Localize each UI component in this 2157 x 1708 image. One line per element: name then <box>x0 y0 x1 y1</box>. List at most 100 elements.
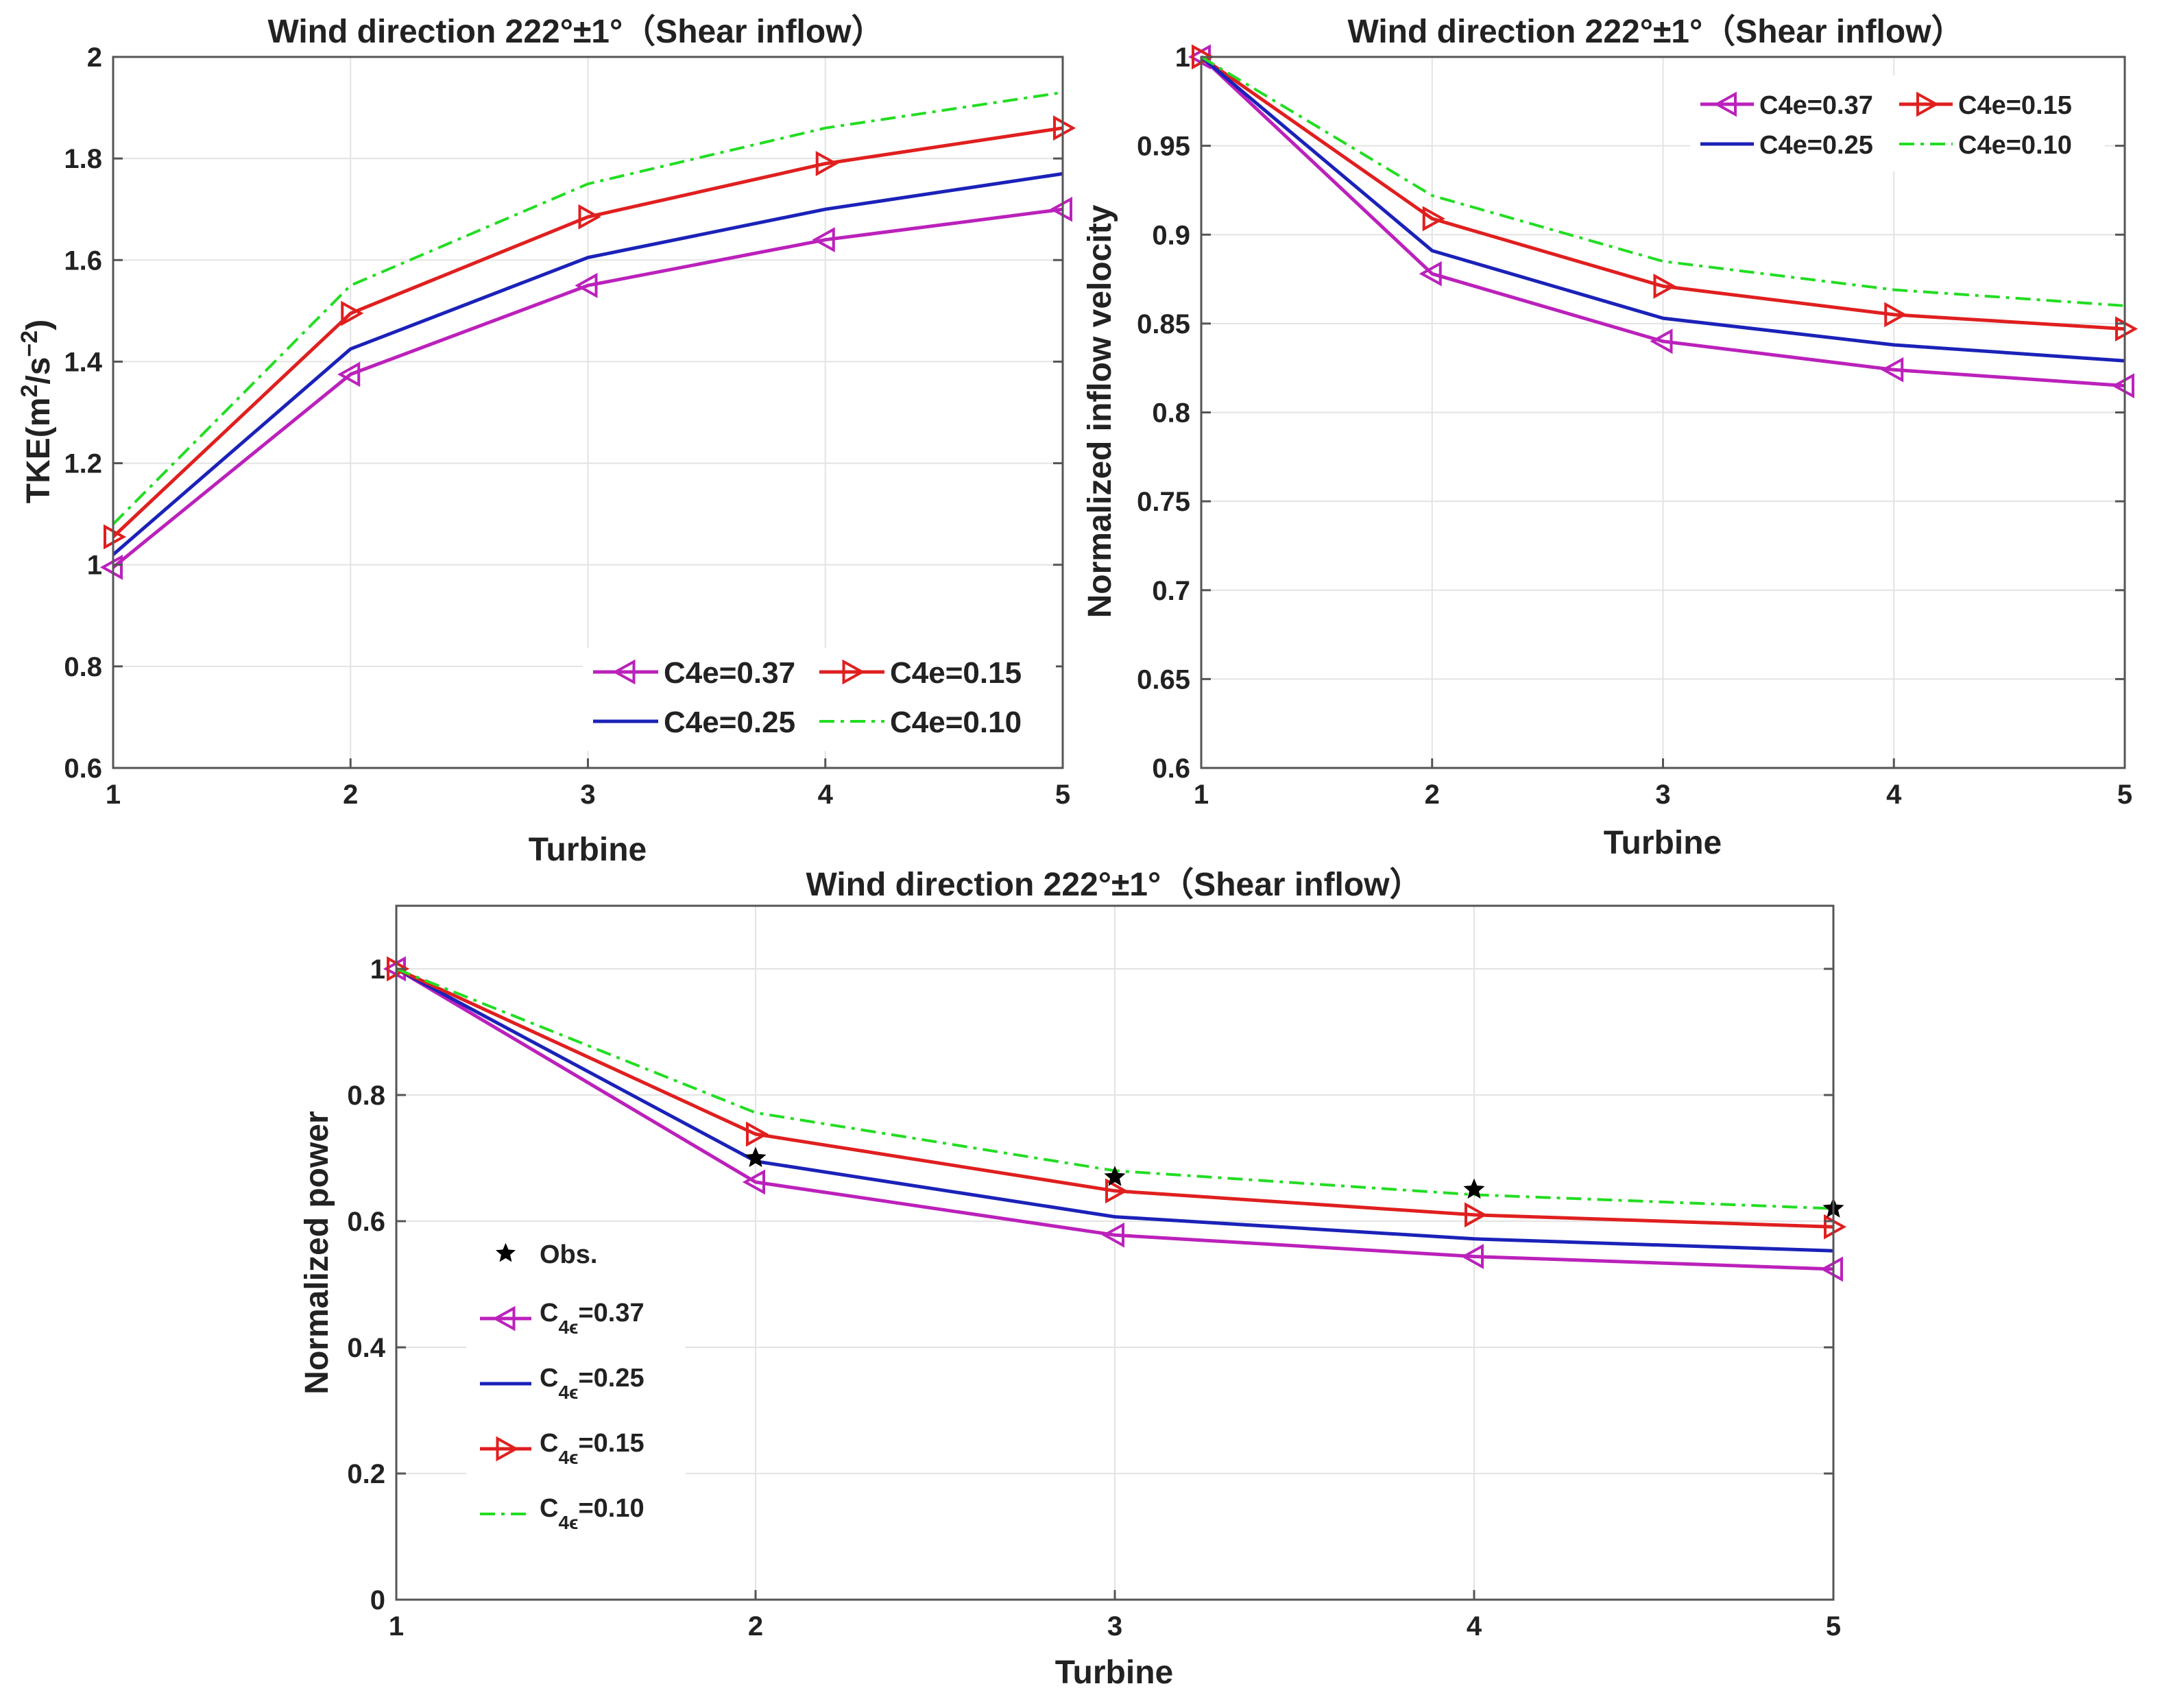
tke-legend-label-0: C4e=0.37 <box>664 656 795 690</box>
velocity-legend-box <box>1690 75 2105 171</box>
tke-y-tick-label: 2 <box>87 43 102 73</box>
tke-y-axis-label: TKE(m2/s−2) <box>16 320 57 503</box>
power-series-group <box>383 956 1847 1282</box>
tke-legend: C4e=0.37 C4e=0.15 C4e=0.25 C4e=0.10 <box>583 648 1056 751</box>
power-x-tick-label: 3 <box>1107 1611 1122 1641</box>
velocity-legend-swatch-1-marker <box>1916 91 1940 117</box>
velocity-y-tick-label: 0.8 <box>1152 398 1190 429</box>
tke-y-tick-label: 0.6 <box>64 754 102 784</box>
velocity-y-axis-label: Normalized inflow velocity <box>1082 204 1118 618</box>
tke-x-tick-label: 4 <box>818 780 834 810</box>
velocity-legend-swatch-0-marker <box>1713 91 1737 117</box>
velocity-x-tick-label: 5 <box>2117 780 2132 810</box>
velocity-x-tick-label: 3 <box>1655 780 1670 810</box>
tke-point-c4e-0-15 <box>341 300 364 326</box>
velocity-series-line-c4e-0-15 <box>1200 55 2125 331</box>
power-series-line-c-0-25 <box>395 967 1834 1253</box>
tke-series-line-c4e-0-25 <box>112 171 1063 556</box>
power-y-tick-label: 0.8 <box>347 1081 385 1111</box>
power-point-c-0-37 <box>1460 1244 1484 1269</box>
velocity-point-c4e-0-37 <box>1419 261 1442 287</box>
power-point-c-0-15 <box>1105 1178 1129 1204</box>
tke-series-line-c4e-0-37 <box>112 207 1063 569</box>
power-ticks: 1 2 3 4 5 0 0.2 0.4 0.6 0.8 1 <box>347 954 1841 1641</box>
tke-series-group <box>99 91 1076 580</box>
velocity-x-tick-label: 1 <box>1194 780 1209 810</box>
tke-x-tick-label: 2 <box>343 780 358 810</box>
power-legend-label-0: C4ϵ=0.37 <box>540 1299 644 1338</box>
tke-point-c4e-0-15 <box>578 204 601 230</box>
velocity-point-c4e-0-15 <box>1884 302 1907 328</box>
power-point-c-0-15 <box>746 1121 769 1147</box>
power-point-c-0-37 <box>742 1169 765 1195</box>
power-point-c-0-37 <box>1101 1222 1124 1248</box>
power-legend-label-3: C4ϵ=0.10 <box>540 1494 644 1533</box>
velocity-y-tick-label: 0.65 <box>1137 664 1190 695</box>
power-legend-label-obs: Obs. <box>540 1240 597 1269</box>
power-x-tick-label: 2 <box>748 1611 763 1641</box>
tke-legend-swatch-0-marker <box>612 659 636 685</box>
power-y-tick-label: 0.2 <box>347 1459 385 1489</box>
power-obs-point <box>1463 1178 1485 1199</box>
tke-point-c4e-0-37 <box>812 227 835 253</box>
tke-point-c4e-0-37 <box>575 272 598 298</box>
power-y-tick-label: 0.6 <box>347 1207 385 1237</box>
power-legend-swatch-2-marker <box>496 1436 519 1462</box>
tke-legend-label-1: C4e=0.15 <box>890 656 1022 690</box>
tke-series-line-c4e-0-15 <box>112 126 1063 538</box>
velocity-chart: Wind direction 222°±1°（Shear inflow） 1 2 3… <box>1082 14 2138 861</box>
power-point-c-0-15 <box>1465 1202 1488 1228</box>
power-y-tick-label: 0.4 <box>347 1333 385 1363</box>
velocity-point-c4e-0-15 <box>1653 274 1676 299</box>
power-y-tick-label: 1 <box>370 954 385 985</box>
velocity-y-tick-label: 0.7 <box>1152 576 1190 606</box>
velocity-y-tick-label: 0.95 <box>1137 132 1190 162</box>
tke-legend-label-3: C4e=0.10 <box>890 706 1022 739</box>
tke-chart-title: Wind direction 222°±1°（Shear inflow） <box>267 14 884 50</box>
power-legend: Obs. C4ϵ=0.37 C4ϵ=0.25 C4ϵ=0.15 C4ϵ=0.10 <box>466 1227 686 1533</box>
power-x-tick-label: 1 <box>389 1611 404 1641</box>
velocity-series-group <box>1188 44 2138 399</box>
power-chart-title: Wind direction 222°±1°（Shear inflow） <box>806 867 1422 903</box>
tke-x-tick-label: 1 <box>106 780 121 810</box>
tke-legend-swatch-1-marker <box>842 659 865 685</box>
tke-x-tick-label: 3 <box>580 780 595 810</box>
velocity-y-tick-label: 1 <box>1175 43 1190 73</box>
power-y-axis-label: Normalized power <box>299 1111 335 1394</box>
velocity-x-tick-label: 4 <box>1886 780 1902 810</box>
velocity-point-c4e-0-37 <box>1881 357 1904 383</box>
power-legend-label-1: C4ϵ=0.25 <box>540 1364 644 1403</box>
velocity-legend-label-2: C4e=0.25 <box>1759 131 1873 160</box>
tke-legend-label-2: C4e=0.25 <box>664 706 795 739</box>
power-x-axis-label: Turbine <box>1055 1655 1173 1691</box>
velocity-legend-label-1: C4e=0.15 <box>1958 91 2072 120</box>
power-y-tick-label: 0 <box>370 1585 385 1615</box>
velocity-legend: C4e=0.37 C4e=0.15 C4e=0.25 C4e=0.10 <box>1690 75 2105 171</box>
velocity-legend-label-3: C4e=0.10 <box>1958 131 2072 160</box>
velocity-ticks: 1 2 3 4 5 0.6 0.65 0.7 0.75 0.8 0.85 0.9 0.95 1 <box>1137 43 2132 810</box>
power-x-tick-label: 5 <box>1826 1611 1841 1641</box>
velocity-series-line-c4e-0-37 <box>1200 56 2125 388</box>
tke-y-tick-label: 1.6 <box>64 245 102 276</box>
velocity-y-tick-label: 0.6 <box>1152 754 1190 784</box>
power-series-line-c-0-37 <box>395 967 1834 1271</box>
tke-y-tick-label: 1 <box>87 551 102 581</box>
tke-series-line-c4e-0-10 <box>112 91 1063 525</box>
tke-point-c4e-0-15 <box>815 151 839 176</box>
power-legend-obs-marker <box>495 1242 516 1262</box>
velocity-x-tick-label: 2 <box>1425 780 1440 810</box>
power-obs-point <box>1104 1166 1126 1186</box>
tke-x-tick-label: 5 <box>1055 780 1070 810</box>
velocity-point-c4e-0-37 <box>1650 328 1673 354</box>
power-chart: Wind direction 222°±1°（Shear inflow） 1 2 3… <box>299 867 1847 1691</box>
tke-y-tick-label: 1.8 <box>64 144 102 174</box>
power-x-tick-label: 4 <box>1467 1611 1482 1641</box>
velocity-legend-label-0: C4e=0.37 <box>1759 91 1873 120</box>
power-legend-swatch-0-marker <box>492 1306 516 1332</box>
tke-y-tick-label: 1.4 <box>64 347 102 377</box>
tke-legend-box <box>583 648 1056 751</box>
velocity-point-c4e-0-15 <box>1422 206 1445 232</box>
velocity-y-tick-label: 0.85 <box>1137 309 1190 339</box>
velocity-series-line-c4e-0-25 <box>1200 56 2125 363</box>
